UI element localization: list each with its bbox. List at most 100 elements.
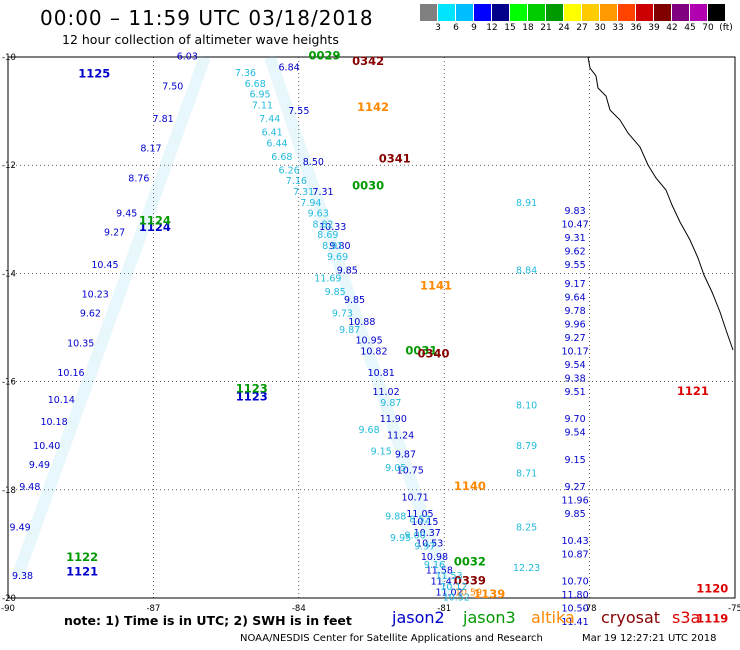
satellite-label-cryosat: cryosat xyxy=(601,608,661,627)
swh-value: 7.36 xyxy=(235,68,256,79)
pass-time-label: 0339 xyxy=(454,573,486,587)
coastline xyxy=(587,56,734,351)
swh-value: 9.17 xyxy=(564,279,585,290)
page-title: 00:00 – 11:59 UTC 03/18/2018 xyxy=(40,6,374,30)
swh-value: 10.37 xyxy=(414,528,441,539)
x-tick-label: -81 xyxy=(437,604,451,614)
swh-value: 10.40 xyxy=(33,441,60,452)
swh-value: 9.27 xyxy=(104,228,125,239)
pass-time-label: 0029 xyxy=(308,49,340,63)
swh-value: 9.80 xyxy=(329,241,350,252)
legend-label: 30 xyxy=(594,23,606,33)
swh-value: 9.87 xyxy=(380,398,401,409)
swh-value: 8.82 xyxy=(312,219,333,230)
y-tick-label: -18 xyxy=(2,486,16,496)
legend-swatch xyxy=(492,4,510,21)
y-tick-label: -10 xyxy=(2,53,16,63)
swh-value: 11.02 xyxy=(435,587,462,598)
legend-label: 27 xyxy=(576,23,588,33)
pass-time-label: 1123 xyxy=(236,390,268,404)
legend-label: 24 xyxy=(558,23,570,33)
swh-value: 10.47 xyxy=(561,219,588,230)
swh-value: 11.41 xyxy=(561,617,588,628)
swh-value: 12.23 xyxy=(513,563,540,574)
swh-value: 10.70 xyxy=(561,576,588,587)
swh-value: 6.95 xyxy=(249,90,270,101)
swh-value: 9.62 xyxy=(564,246,585,257)
satellite-label-altika: altika xyxy=(531,608,575,627)
legend-swatch xyxy=(528,4,546,21)
legend-label: 36 xyxy=(630,23,642,33)
swh-value: 9.05 xyxy=(385,463,406,474)
legend-label: (ft) xyxy=(719,23,733,33)
swh-value: 7.44 xyxy=(259,114,280,125)
swh-value: 7.55 xyxy=(288,106,309,117)
pass-time-label: 1121 xyxy=(677,384,709,398)
swh-value: 9.78 xyxy=(564,306,585,317)
swh-value: 8.69 xyxy=(317,230,338,241)
swh-value: 11.24 xyxy=(387,430,414,441)
swh-value: 10.88 xyxy=(348,317,375,328)
legend-label: 6 xyxy=(453,23,459,33)
pass-time-label: 1122 xyxy=(66,550,98,564)
pass-time-label: 1124 xyxy=(139,220,171,234)
legend-label: 70 xyxy=(702,23,714,33)
swh-value: 7.50 xyxy=(162,81,183,92)
swh-value: 6.03 xyxy=(177,52,198,63)
swh-value: 9.85 xyxy=(325,287,346,298)
legend-label: 3 xyxy=(435,23,441,33)
legend-swatch xyxy=(636,4,654,21)
pass-time-label: 1142 xyxy=(357,100,389,114)
swh-value: 11.69 xyxy=(314,274,341,285)
swh-value: 10.45 xyxy=(91,260,118,271)
swh-value: 9.87 xyxy=(395,449,416,460)
legend-swatch xyxy=(438,4,456,21)
pass-time-label: 0342 xyxy=(352,54,384,68)
swh-value: 6.84 xyxy=(279,63,300,74)
pass-time-label: 0340 xyxy=(418,346,450,360)
legend-swatch xyxy=(618,4,636,21)
swh-value: 9.55 xyxy=(564,260,585,271)
track-band xyxy=(264,55,456,600)
swh-value: 10.33 xyxy=(319,222,346,233)
legend-swatch xyxy=(672,4,690,21)
map-frame xyxy=(7,56,736,599)
legend-label: 18 xyxy=(522,23,534,33)
swh-value: 9.54 xyxy=(564,360,585,371)
swh-value: 11.47 xyxy=(431,576,458,587)
swh-value: 8.84 xyxy=(516,265,537,276)
pass-time-label: 1125 xyxy=(78,67,110,81)
legend-label: 39 xyxy=(648,23,660,33)
swh-value: 10.81 xyxy=(368,368,395,379)
swh-value: 10.71 xyxy=(402,493,429,504)
swh-value: 10.16 xyxy=(57,368,84,379)
swh-value: 7.16 xyxy=(286,176,307,187)
swh-value: 9.85 xyxy=(344,295,365,306)
y-tick-label: -14 xyxy=(2,269,16,279)
swh-value: 9.15 xyxy=(564,455,585,466)
swh-value: 9.63 xyxy=(308,209,329,220)
swh-value: 8.76 xyxy=(128,173,149,184)
swh-value: 10.52 xyxy=(443,593,470,604)
swh-value: 10.59 xyxy=(455,587,482,598)
swh-value: 9.38 xyxy=(564,374,585,385)
swh-value: 11.96 xyxy=(561,495,588,506)
swh-value: 10.82 xyxy=(360,347,387,358)
footer-note: note: 1) Time is in UTC; 2) SWH is in fe… xyxy=(64,613,352,628)
swh-value: 6.68 xyxy=(245,79,266,90)
pass-time-label: 1124 xyxy=(139,214,171,228)
swh-value: 8.52 xyxy=(409,514,430,525)
legend-label: 9 xyxy=(471,23,477,33)
generated-time: Mar 19 12:27:21 UTC 2018 xyxy=(582,633,717,644)
swh-value: 9.00 xyxy=(405,530,426,541)
swh-value: 9.85 xyxy=(337,265,358,276)
y-tick-label: -20 xyxy=(2,594,16,604)
swh-value: 8.50 xyxy=(303,157,324,168)
swh-value: 9.69 xyxy=(327,252,348,263)
swh-value: 8.79 xyxy=(516,441,537,452)
swh-value: 10.12 xyxy=(440,582,467,593)
x-tick-label: -75 xyxy=(728,604,740,614)
satellite-label-jason3: jason3 xyxy=(463,608,516,627)
swh-value: 9.15 xyxy=(371,447,392,458)
swh-value: 10.17 xyxy=(561,347,588,358)
